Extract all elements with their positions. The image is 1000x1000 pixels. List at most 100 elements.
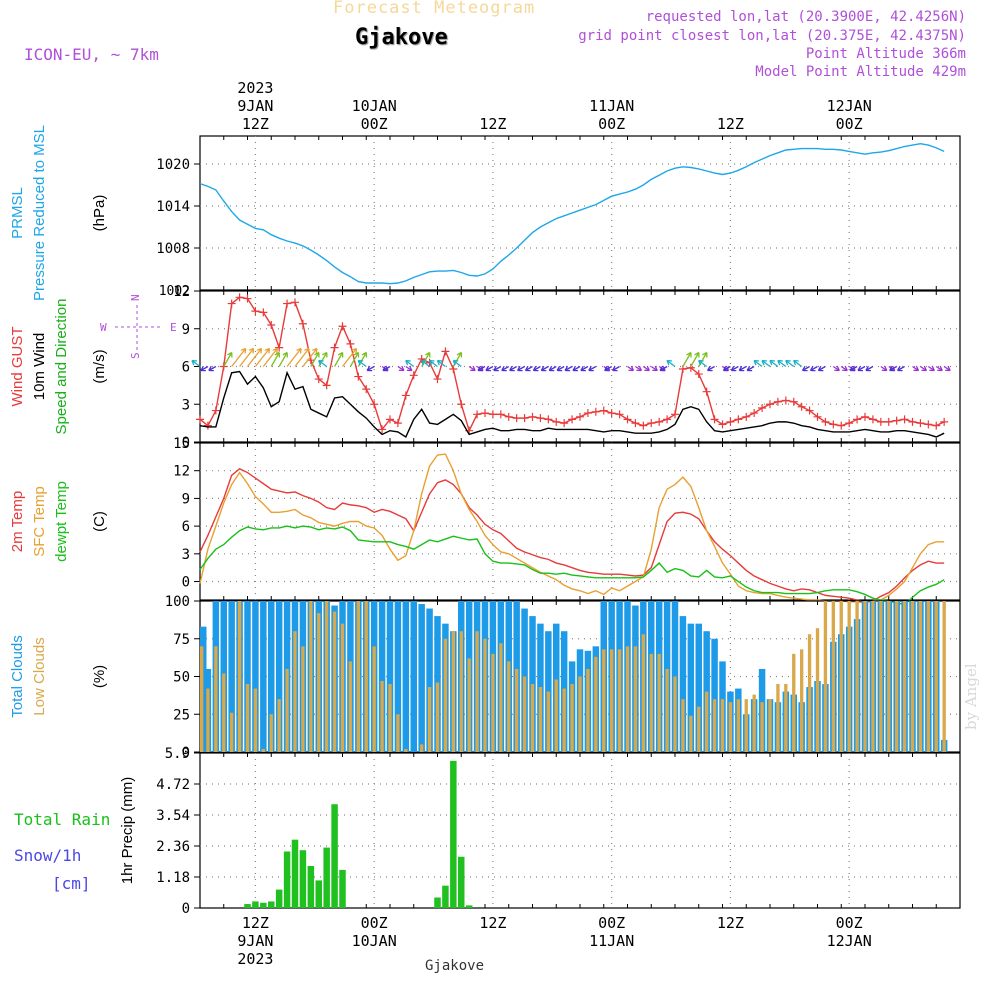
top-time-label: 2023 bbox=[237, 79, 273, 97]
wind-arrow bbox=[318, 359, 328, 368]
clouds-bar bbox=[910, 601, 915, 752]
wind-arrowhead bbox=[248, 347, 255, 354]
model-altitude: Model Point Altitude 429m bbox=[755, 64, 966, 80]
top-time-label: 00Z bbox=[836, 115, 863, 133]
clouds-ytick-label: 0 bbox=[182, 745, 190, 761]
gust-point bbox=[433, 375, 442, 384]
clouds-bar bbox=[410, 601, 417, 752]
precip-ytick-label: 4.72 bbox=[156, 777, 190, 793]
gust-point bbox=[378, 425, 387, 434]
wind-arrowhead bbox=[398, 365, 405, 372]
precip-side-label: Snow/1h bbox=[14, 846, 81, 865]
clouds-bar bbox=[253, 688, 258, 752]
wind-arrowhead bbox=[842, 365, 848, 372]
precip-bar bbox=[465, 905, 473, 908]
temperature-panel bbox=[194, 442, 961, 606]
wind-arrowhead bbox=[746, 365, 753, 372]
gust-point bbox=[235, 293, 244, 302]
bottom-time-label: 12Z bbox=[479, 914, 506, 932]
wind-arrow bbox=[746, 365, 755, 372]
wind-ytick-label: 12 bbox=[173, 284, 190, 300]
bottom-time-label: 12Z bbox=[717, 914, 744, 932]
wind-arrowhead bbox=[470, 365, 476, 372]
top-time-label: 10JAN bbox=[352, 97, 397, 115]
clouds-ylabel: Total Clouds bbox=[9, 635, 26, 718]
clouds-bar bbox=[695, 623, 702, 752]
wind-arrowhead bbox=[524, 365, 531, 372]
gust-point bbox=[283, 299, 292, 308]
clouds-bar bbox=[245, 684, 250, 752]
clouds-bar bbox=[237, 601, 242, 752]
wind-arrowhead bbox=[761, 359, 768, 366]
gust-point bbox=[766, 400, 774, 409]
wind-arrow bbox=[254, 348, 270, 367]
gust-point bbox=[789, 397, 798, 406]
wind-arrowhead bbox=[314, 351, 320, 358]
wind-arrowhead bbox=[256, 347, 263, 354]
clouds-bar bbox=[625, 646, 630, 752]
precip-bar bbox=[331, 804, 338, 908]
precip-bar bbox=[442, 885, 449, 908]
wind-arrow bbox=[769, 359, 779, 368]
gust-point bbox=[488, 410, 497, 419]
clouds-ytick-label: 25 bbox=[173, 707, 190, 723]
clouds-bar bbox=[902, 601, 907, 752]
pressure-ylabel: PRMSL bbox=[9, 187, 26, 239]
clouds-bar bbox=[847, 601, 851, 752]
wind-arrow bbox=[525, 365, 533, 372]
wind-arrow bbox=[286, 348, 302, 367]
wind-arrowhead bbox=[564, 365, 571, 372]
wind-arrowhead bbox=[753, 359, 760, 366]
wind-arrowhead bbox=[227, 351, 233, 358]
top-time-label: 12Z bbox=[479, 115, 506, 133]
footer-location: Gjakove bbox=[425, 958, 485, 974]
wind-arrow bbox=[865, 365, 874, 372]
gust-point bbox=[861, 412, 869, 421]
clouds-bar bbox=[275, 601, 283, 752]
clouds-bar bbox=[340, 623, 345, 752]
clouds-ytick-label: 75 bbox=[173, 632, 190, 648]
temperature-series-line bbox=[199, 453, 945, 604]
clouds-bar bbox=[855, 601, 859, 752]
wind-arrow bbox=[509, 365, 517, 372]
wind-arrowhead bbox=[857, 365, 864, 372]
clouds-bar bbox=[332, 611, 337, 752]
clouds-bar bbox=[364, 601, 368, 752]
gust-point bbox=[504, 412, 513, 421]
pressure-ytick-label: 1008 bbox=[156, 241, 190, 257]
wind-ytick-label: 6 bbox=[182, 360, 190, 376]
gust-point bbox=[275, 343, 284, 352]
wind-arrowhead bbox=[722, 365, 729, 372]
gust-point bbox=[330, 343, 339, 352]
clouds-bar bbox=[784, 684, 788, 752]
wind-arrow bbox=[738, 365, 747, 372]
gust-point bbox=[576, 412, 584, 421]
gust-point bbox=[837, 421, 846, 430]
wind-arrow bbox=[541, 365, 549, 372]
temperature-ytick-label: 0 bbox=[182, 575, 190, 591]
wind-arrowhead bbox=[628, 365, 635, 372]
gust-point bbox=[401, 391, 410, 400]
wind-arrowhead bbox=[802, 365, 808, 372]
clouds-bar bbox=[776, 684, 780, 752]
wind-arrow bbox=[707, 365, 715, 372]
gust-point bbox=[568, 415, 577, 424]
wind-arrowhead bbox=[501, 365, 507, 372]
clouds-bar bbox=[372, 646, 376, 752]
clouds-bar bbox=[426, 608, 433, 752]
wind-arrowhead bbox=[556, 365, 563, 372]
gust-point bbox=[797, 402, 806, 411]
wind-arrowhead bbox=[337, 351, 344, 358]
clouds-bar bbox=[530, 684, 535, 752]
wind-arrowhead bbox=[428, 359, 435, 366]
precip-bar bbox=[450, 760, 457, 908]
wind-arrow bbox=[357, 359, 367, 368]
gust-point bbox=[900, 415, 909, 424]
gust-point bbox=[718, 420, 727, 429]
top-time-label: 11JAN bbox=[589, 97, 634, 115]
clouds-bar bbox=[404, 748, 408, 752]
clouds-bar bbox=[293, 631, 297, 752]
wind-arrow bbox=[302, 348, 318, 367]
gust-point bbox=[362, 385, 371, 394]
gust-point bbox=[639, 421, 648, 430]
